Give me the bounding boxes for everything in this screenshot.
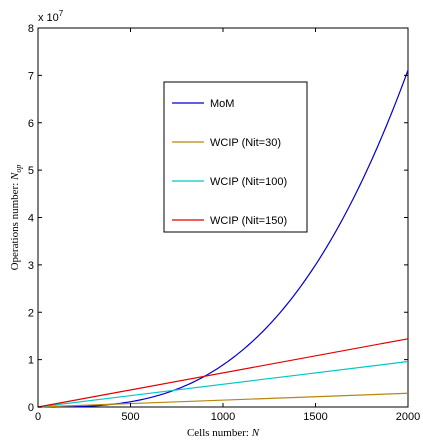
y-tick-label: 0 xyxy=(28,402,34,414)
y-tick-label: 3 xyxy=(28,260,34,272)
y-tick-label: 1 xyxy=(28,355,34,367)
series-line-0 xyxy=(38,69,409,408)
y-axis-label: Operations number: Nop xyxy=(9,165,23,271)
legend-label: MoM xyxy=(210,98,234,110)
x-tick-label: 1000 xyxy=(211,411,235,423)
x-tick-label: 1500 xyxy=(303,411,327,423)
legend-label: WCIP (Nit=30) xyxy=(210,137,281,149)
y-tick-label: 6 xyxy=(28,118,34,130)
legend-label: WCIP (Nit=150) xyxy=(210,215,287,227)
x-tick-label: 0 xyxy=(35,411,41,423)
x-tick-label: 2000 xyxy=(396,411,420,423)
labels-layer: x 107 Cells number: N Operations number: N… xyxy=(9,9,260,439)
series-layer xyxy=(37,69,409,408)
series-line-3 xyxy=(37,338,409,408)
y-tick-label: 2 xyxy=(28,307,34,319)
x-axis-label: Cells number: N xyxy=(187,427,260,439)
y-tick-label: 8 xyxy=(28,23,34,35)
ticks-layer: 0 500 1000 1500 2000 0 1 2 3 4 5 6 7 8 xyxy=(28,23,420,423)
y-tick-label: 5 xyxy=(28,165,34,177)
y-tick-label: 4 xyxy=(28,213,34,225)
y-axis-multiplier: x 107 xyxy=(38,9,64,24)
series-line-2 xyxy=(37,360,409,408)
legend: MoM WCIP (Nit=30) WCIP (Nit=100) WCIP (Nit=… xyxy=(163,81,308,233)
y-tick-label: 7 xyxy=(28,70,34,82)
legend-box xyxy=(163,81,308,233)
x-tick-label: 500 xyxy=(121,411,139,423)
legend-label: WCIP (Nit=100) xyxy=(210,176,287,188)
series-line-1 xyxy=(37,392,409,408)
